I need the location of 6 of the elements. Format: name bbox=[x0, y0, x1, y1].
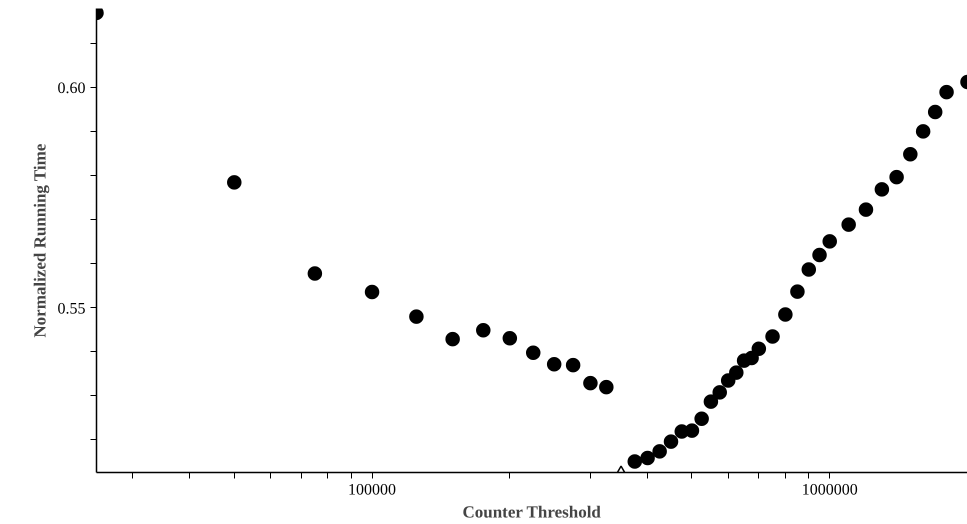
y-tick-label: 0.55 bbox=[58, 300, 86, 318]
x-tick-label: 1000000 bbox=[802, 482, 858, 498]
y-axis-title: Normalized Running Time bbox=[30, 143, 50, 338]
y-tick-label: 0.60 bbox=[58, 80, 86, 98]
x-axis-title: Counter Threshold bbox=[462, 502, 602, 522]
x-tick-label: 100000 bbox=[348, 482, 396, 498]
